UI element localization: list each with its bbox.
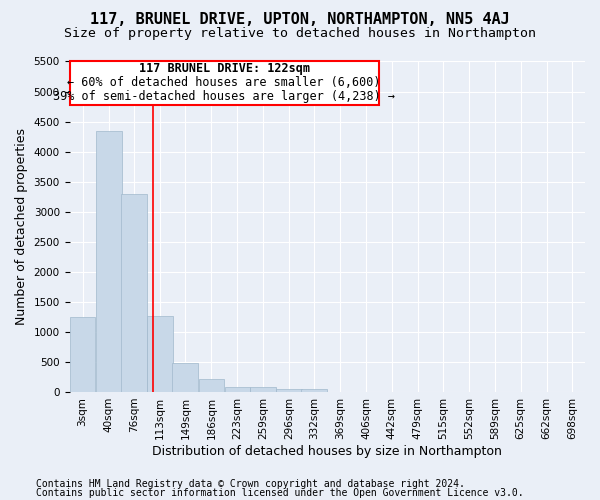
Bar	[224, 386, 250, 392]
Text: Size of property relative to detached houses in Northampton: Size of property relative to detached ho…	[64, 28, 536, 40]
Bar	[70, 62, 379, 105]
Text: ← 60% of detached houses are smaller (6,600): ← 60% of detached houses are smaller (6,…	[67, 76, 381, 90]
Bar	[96, 130, 122, 392]
Bar	[276, 388, 302, 392]
Text: 117 BRUNEL DRIVE: 122sqm: 117 BRUNEL DRIVE: 122sqm	[139, 62, 310, 75]
Text: Contains HM Land Registry data © Crown copyright and database right 2024.: Contains HM Land Registry data © Crown c…	[36, 479, 465, 489]
Bar	[121, 194, 147, 392]
Text: 39% of semi-detached houses are larger (4,238) →: 39% of semi-detached houses are larger (…	[53, 90, 395, 103]
Bar	[70, 317, 95, 392]
Bar	[250, 388, 276, 392]
Text: Contains public sector information licensed under the Open Government Licence v3: Contains public sector information licen…	[36, 488, 524, 498]
Bar	[147, 316, 173, 392]
Bar	[172, 362, 198, 392]
X-axis label: Distribution of detached houses by size in Northampton: Distribution of detached houses by size …	[152, 444, 502, 458]
Text: 117, BRUNEL DRIVE, UPTON, NORTHAMPTON, NN5 4AJ: 117, BRUNEL DRIVE, UPTON, NORTHAMPTON, N…	[90, 12, 510, 28]
Bar	[301, 389, 327, 392]
Y-axis label: Number of detached properties: Number of detached properties	[15, 128, 28, 325]
Bar	[199, 379, 224, 392]
